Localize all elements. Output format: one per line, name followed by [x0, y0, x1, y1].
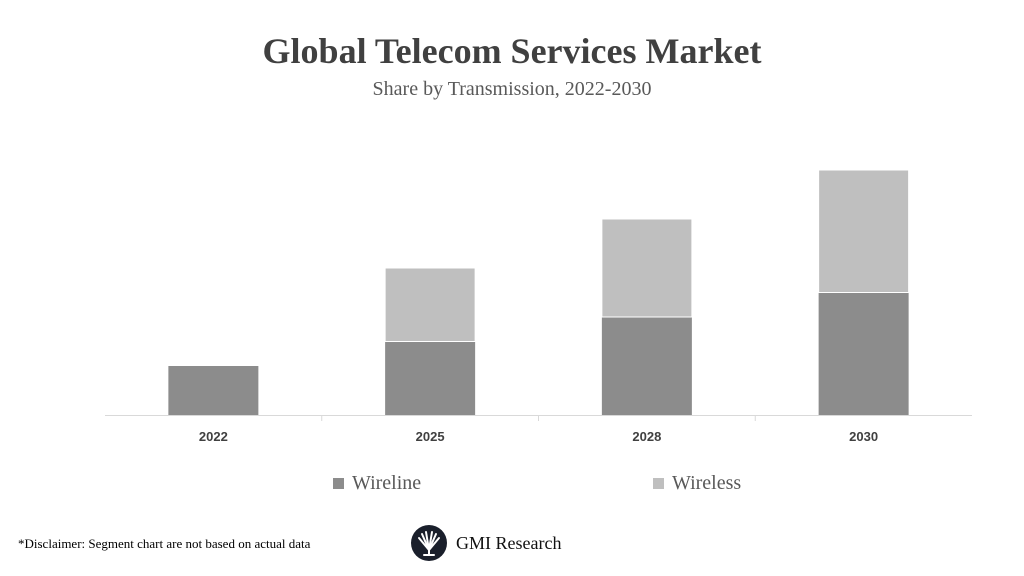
x-tick-label-2025: 2025 [416, 429, 445, 444]
legend-swatch-wireline [333, 478, 344, 489]
gmi-research-logo: GMI Research [410, 524, 561, 562]
legend-item-wireless: Wireless [653, 472, 741, 495]
legend-label-wireline: Wireline [352, 472, 422, 494]
logo-text: GMI Research [456, 532, 562, 553]
bar-wireline-2022 [168, 366, 259, 415]
x-tick-label-2028: 2028 [632, 429, 661, 444]
fan-logo-icon [411, 525, 447, 561]
bar-wireline-2030 [818, 292, 909, 415]
x-tick-label-2030: 2030 [849, 429, 878, 444]
bar-wireless-2025 [384, 267, 476, 342]
legend-swatch-wireless [653, 478, 664, 489]
bar-wireline-2025 [385, 341, 476, 415]
chart-subtitle: Share by Transmission, 2022-2030 [372, 78, 652, 100]
stacked-bar-chart: 2022 2025 2028 2030 [105, 169, 972, 444]
legend-label-wireless: Wireless [672, 472, 742, 494]
legend-item-wireline: Wireline [333, 472, 421, 495]
chart-title: Global Telecom Services Market [262, 31, 762, 71]
bar-wireless-2028 [601, 218, 693, 318]
disclaimer-text: *Disclaimer: Segment chart are not based… [18, 536, 311, 551]
bar-wireline-2028 [601, 317, 692, 415]
x-tick-label-2022: 2022 [199, 429, 228, 444]
bar-wireless-2030 [818, 169, 910, 293]
